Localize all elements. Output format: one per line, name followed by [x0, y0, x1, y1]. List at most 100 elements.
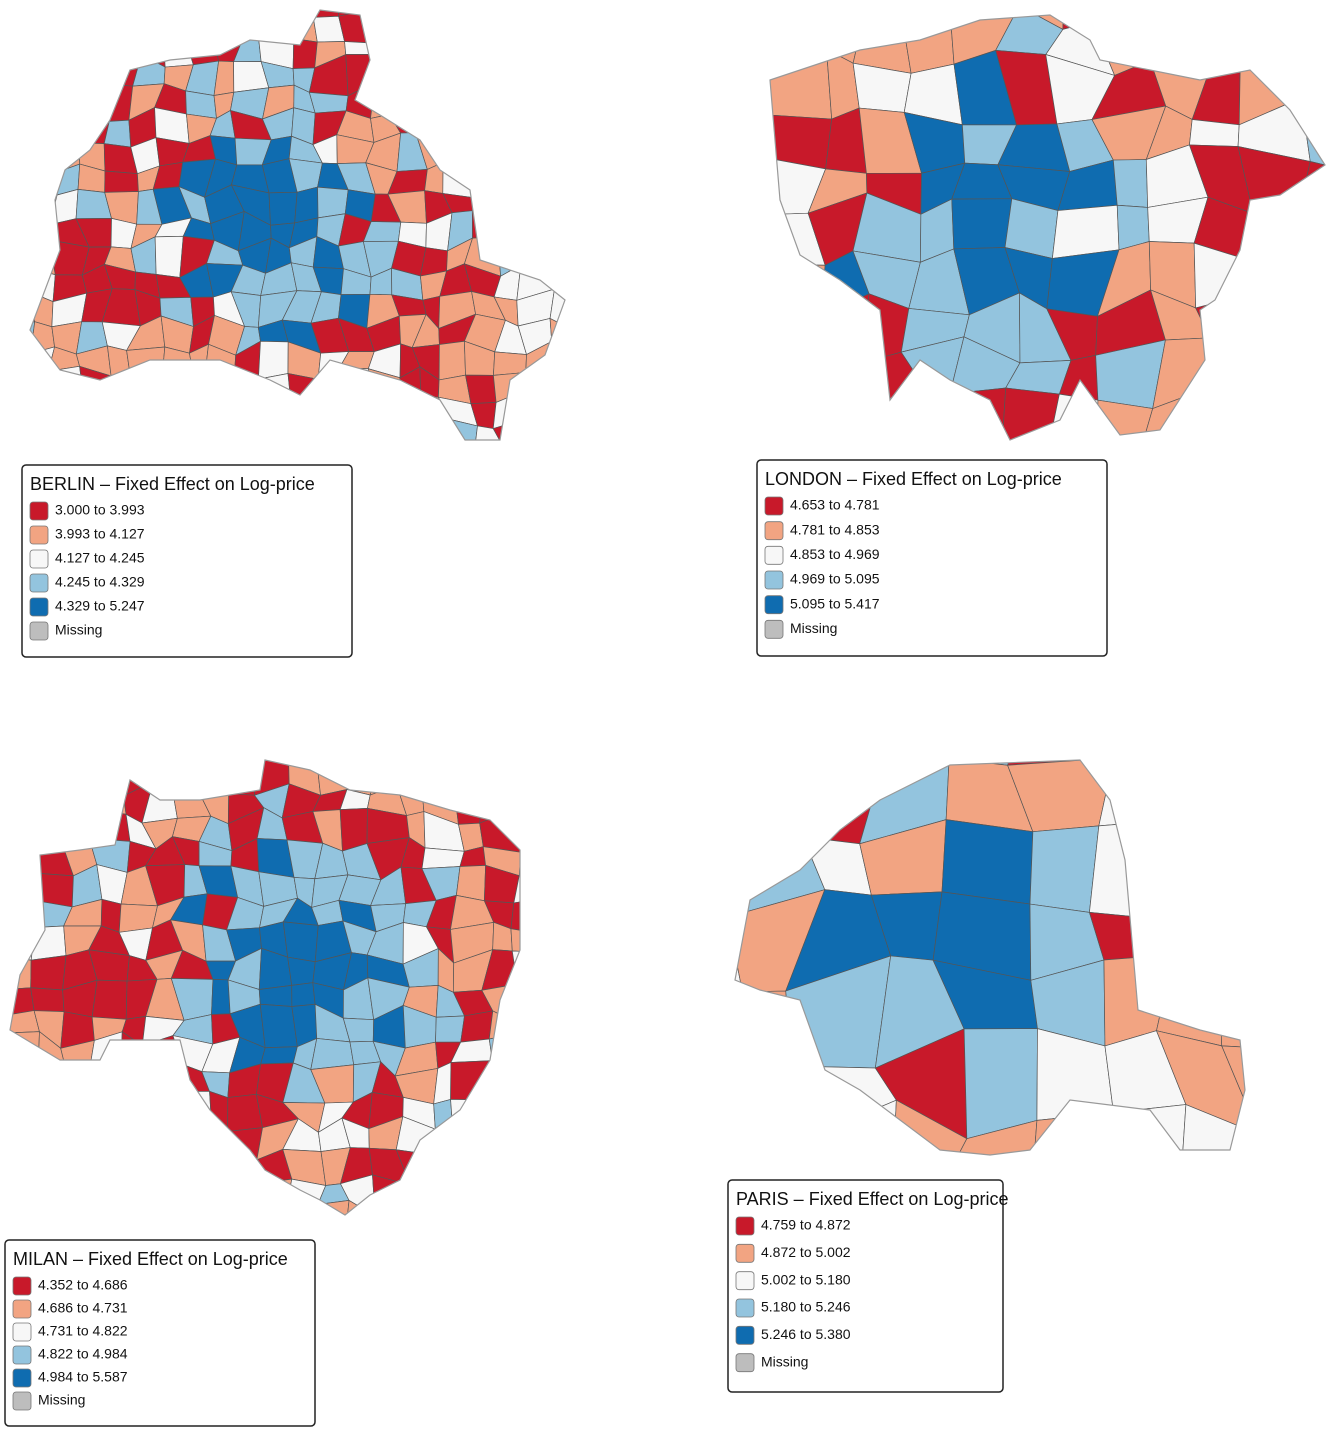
district	[1160, 760, 1245, 768]
district	[421, 760, 455, 793]
district	[803, 1099, 897, 1155]
district	[435, 1015, 465, 1043]
district	[58, 760, 101, 767]
district	[1242, 760, 1245, 848]
district	[39, 807, 69, 849]
district	[446, 418, 478, 440]
district	[562, 847, 595, 874]
district	[120, 760, 152, 765]
legend-swatch	[764, 619, 784, 639]
district	[1155, 1030, 1245, 1135]
district	[62, 1209, 96, 1215]
district	[438, 10, 472, 12]
district	[438, 10, 473, 42]
district	[735, 1128, 813, 1155]
district	[536, 1149, 574, 1188]
district	[1255, 450, 1312, 502]
district	[173, 1129, 213, 1161]
district	[68, 1179, 95, 1215]
district	[569, 142, 608, 171]
district	[91, 979, 128, 1020]
city-outline	[769, 14, 1326, 441]
district	[516, 370, 558, 395]
district	[362, 10, 399, 12]
district	[188, 393, 218, 425]
district	[1290, 338, 1325, 402]
district	[506, 1148, 520, 1186]
district	[493, 471, 528, 501]
district	[1051, 204, 1120, 259]
district	[58, 1115, 100, 1155]
district	[1171, 895, 1245, 973]
legend-label: Missing	[38, 1392, 85, 1408]
district	[1, 267, 29, 294]
district	[156, 393, 191, 428]
district	[374, 53, 394, 87]
district	[599, 453, 626, 485]
district	[460, 1010, 494, 1043]
district	[735, 760, 804, 841]
district	[68, 760, 101, 793]
district	[284, 10, 314, 18]
district	[147, 762, 174, 786]
district	[1210, 0, 1255, 12]
district	[1217, 891, 1245, 973]
district	[571, 1122, 595, 1150]
district	[56, 419, 77, 440]
legend-title: BERLIN – Fixed Effect on Log-price	[30, 474, 315, 494]
district	[294, 186, 319, 224]
district	[575, 242, 604, 274]
district	[482, 760, 515, 794]
district	[341, 401, 377, 430]
district	[543, 934, 575, 964]
district	[30, 85, 34, 112]
district	[47, 10, 86, 13]
legend-label: Missing	[790, 620, 837, 636]
district	[375, 1239, 407, 1267]
district	[506, 1126, 520, 1157]
district	[205, 367, 237, 403]
district	[10, 872, 37, 901]
district	[414, 478, 452, 498]
legend-label: 5.246 to 5.380	[761, 1326, 851, 1342]
district	[541, 106, 565, 143]
district	[513, 867, 520, 904]
district	[75, 397, 110, 426]
district	[1078, 1104, 1187, 1155]
district	[465, 471, 497, 501]
legend-box	[21, 464, 353, 658]
district	[261, 10, 294, 11]
district	[602, 137, 635, 171]
district	[260, 1046, 298, 1065]
district	[425, 1199, 466, 1215]
district	[259, 1003, 298, 1049]
district	[497, 236, 532, 277]
district	[549, 475, 578, 510]
legend-label: 4.759 to 4.872	[761, 1217, 851, 1233]
district	[184, 10, 221, 37]
district	[30, 370, 60, 406]
district	[118, 1064, 144, 1102]
district	[211, 419, 239, 440]
district	[200, 760, 242, 796]
district	[516, 393, 558, 429]
district	[37, 1068, 67, 1103]
district	[345, 1199, 383, 1215]
district	[128, 426, 165, 440]
district	[235, 391, 269, 426]
district	[10, 807, 43, 848]
district	[35, 1144, 70, 1181]
district	[534, 1209, 566, 1238]
district	[575, 3, 605, 34]
district	[949, 387, 1007, 440]
district	[30, 346, 56, 378]
district	[268, 191, 298, 226]
district	[913, 390, 961, 440]
district	[1210, 15, 1249, 60]
district	[205, 760, 242, 766]
district	[735, 768, 745, 841]
district	[317, 351, 350, 380]
district	[10, 873, 13, 907]
district	[465, 374, 497, 405]
district	[502, 138, 528, 165]
